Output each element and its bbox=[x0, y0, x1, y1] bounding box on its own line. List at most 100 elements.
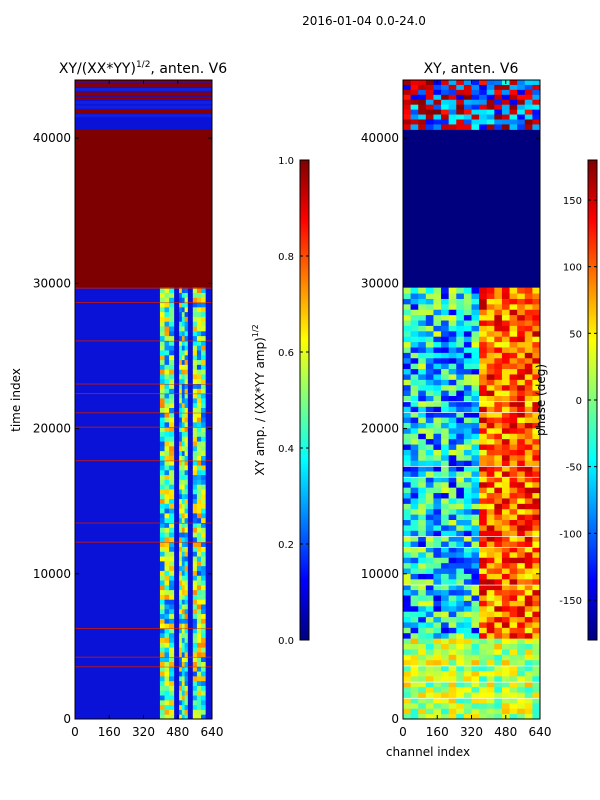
left-heatmap-cell bbox=[184, 464, 188, 471]
left-heatmap-cell bbox=[201, 594, 206, 600]
right-heatmap-cell bbox=[418, 363, 427, 370]
right-heatmap-cell bbox=[501, 605, 511, 612]
left-heatmap-cell bbox=[169, 589, 175, 595]
right-heatmap-cell bbox=[501, 594, 511, 601]
right-heatmap-cell bbox=[509, 309, 518, 316]
right-heatmap-cell bbox=[418, 594, 427, 601]
left-heatmap-cell bbox=[184, 532, 188, 538]
right-heatmap-cell bbox=[501, 611, 511, 618]
left-heatmap-cell bbox=[164, 354, 170, 361]
left-heatmap-cell bbox=[164, 407, 170, 413]
right-heatmap-cell bbox=[463, 487, 472, 494]
left-heatmap-cell bbox=[164, 532, 170, 538]
left-title-exponent: 1/2 bbox=[136, 60, 150, 70]
left-heatmap-cell bbox=[192, 354, 198, 361]
left-heatmap-cell bbox=[169, 680, 175, 686]
right-heatmap-cell bbox=[418, 417, 427, 423]
right-heatmap-cell bbox=[403, 363, 412, 370]
left-heatmap-cell bbox=[164, 421, 170, 428]
right-heatmap-cell bbox=[433, 600, 442, 607]
right-heatmap-cell bbox=[456, 465, 465, 472]
right-heatmap-cell bbox=[479, 298, 488, 305]
right-heatmap-flagged-block bbox=[403, 129, 540, 288]
right-heatmap-cell bbox=[486, 535, 495, 542]
left-heatmap-cell bbox=[192, 383, 198, 389]
right-heatmap-top-cell bbox=[524, 109, 533, 116]
right-heatmap-top-cell bbox=[433, 114, 442, 121]
left-heatmap-cell bbox=[201, 613, 206, 619]
right-heatmap-cell bbox=[486, 379, 495, 386]
left-heatmap-cell bbox=[179, 412, 183, 418]
right-heatmap-cell bbox=[418, 460, 427, 467]
right-heatmap-cell bbox=[494, 508, 503, 515]
left-heatmap-cell bbox=[181, 685, 186, 691]
right-heatmap-cell bbox=[524, 681, 533, 688]
left-heatmap-cell bbox=[196, 445, 202, 452]
left-heatmap-cell bbox=[201, 589, 206, 595]
left-heatmap-cell bbox=[192, 445, 198, 452]
left-heatmap-cell bbox=[159, 661, 166, 667]
right-heatmap-cell bbox=[494, 460, 503, 467]
right-heatmap-cell bbox=[517, 293, 526, 299]
right-heatmap-cell bbox=[494, 681, 503, 688]
right-heatmap-cell bbox=[509, 702, 518, 709]
right-heatmap-cell bbox=[501, 589, 511, 596]
right-heatmap-top-cell bbox=[524, 80, 533, 86]
right-heatmap-cell bbox=[403, 384, 412, 391]
right-heatmap-cell bbox=[403, 621, 412, 628]
left-heatmap-cell bbox=[192, 527, 198, 533]
right-heatmap-cell bbox=[486, 352, 495, 359]
right-heatmap-cell bbox=[418, 454, 427, 461]
left-heatmap-cell bbox=[184, 695, 188, 701]
left-heatmap-cell bbox=[192, 431, 198, 437]
left-heatmap-cell bbox=[196, 608, 202, 615]
left-heatmap-cell bbox=[164, 656, 170, 662]
right-heatmap-cell bbox=[494, 330, 503, 337]
right-heatmap-cell bbox=[486, 524, 495, 531]
left-heatmap-cell bbox=[184, 575, 188, 581]
right-heatmap-cell bbox=[463, 395, 472, 402]
right-heatmap-cell bbox=[463, 605, 472, 612]
left-heatmap-cell bbox=[201, 431, 206, 437]
left-heatmap-cell bbox=[201, 292, 206, 298]
left-colorbar-label: XY amp. / (XX*YY amp)1/2 bbox=[251, 324, 267, 475]
right-heatmap-cell bbox=[441, 417, 450, 423]
left-heatmap-cell bbox=[196, 393, 202, 399]
left-heatmap-cell bbox=[169, 445, 175, 452]
right-heatmap-top-cell bbox=[448, 119, 457, 125]
right-heatmap-gap-line bbox=[403, 681, 540, 683]
left-heatmap-cell bbox=[164, 661, 170, 667]
right-heatmap-cell bbox=[456, 492, 465, 499]
right-heatmap-cell bbox=[501, 325, 511, 332]
left-heatmap-cell bbox=[181, 704, 186, 710]
right-heatmap-cell bbox=[517, 449, 526, 456]
right-heatmap-cell bbox=[448, 692, 457, 698]
right-heatmap-cell bbox=[479, 632, 488, 639]
left-heatmap-cell bbox=[179, 292, 183, 298]
right-heatmap-cell bbox=[479, 675, 488, 682]
right-heatmap-cell bbox=[425, 330, 434, 337]
right-heatmap-cell bbox=[517, 379, 526, 386]
right-heatmap-cell bbox=[517, 325, 526, 332]
left-heatmap-cell bbox=[181, 608, 186, 615]
left-heatmap-cell bbox=[169, 407, 175, 413]
right-heatmap-cell bbox=[463, 508, 472, 515]
left-heatmap-cell bbox=[169, 302, 175, 308]
right-heatmap-cell bbox=[448, 379, 457, 386]
right-heatmap-cell bbox=[479, 422, 488, 429]
right-heatmap-cell bbox=[501, 346, 511, 353]
right-heatmap-cell bbox=[425, 702, 434, 709]
right-heatmap-cell bbox=[509, 465, 518, 472]
right-heatmap-cell bbox=[410, 330, 419, 337]
left-heatmap-cell bbox=[169, 373, 175, 380]
right-heatmap-cell bbox=[471, 492, 480, 499]
right-heatmap-cell bbox=[501, 692, 511, 698]
left-heatmap-flag-line bbox=[75, 522, 212, 524]
right-heatmap-top-cell bbox=[410, 84, 419, 91]
right-heatmap-top-cell bbox=[517, 104, 526, 111]
right-heatmap-cell bbox=[494, 336, 503, 343]
right-heatmap-top-cell bbox=[501, 89, 511, 96]
right-heatmap-cell bbox=[486, 621, 495, 628]
right-heatmap-top-cell bbox=[448, 94, 457, 101]
right-heatmap-cell bbox=[441, 546, 450, 553]
